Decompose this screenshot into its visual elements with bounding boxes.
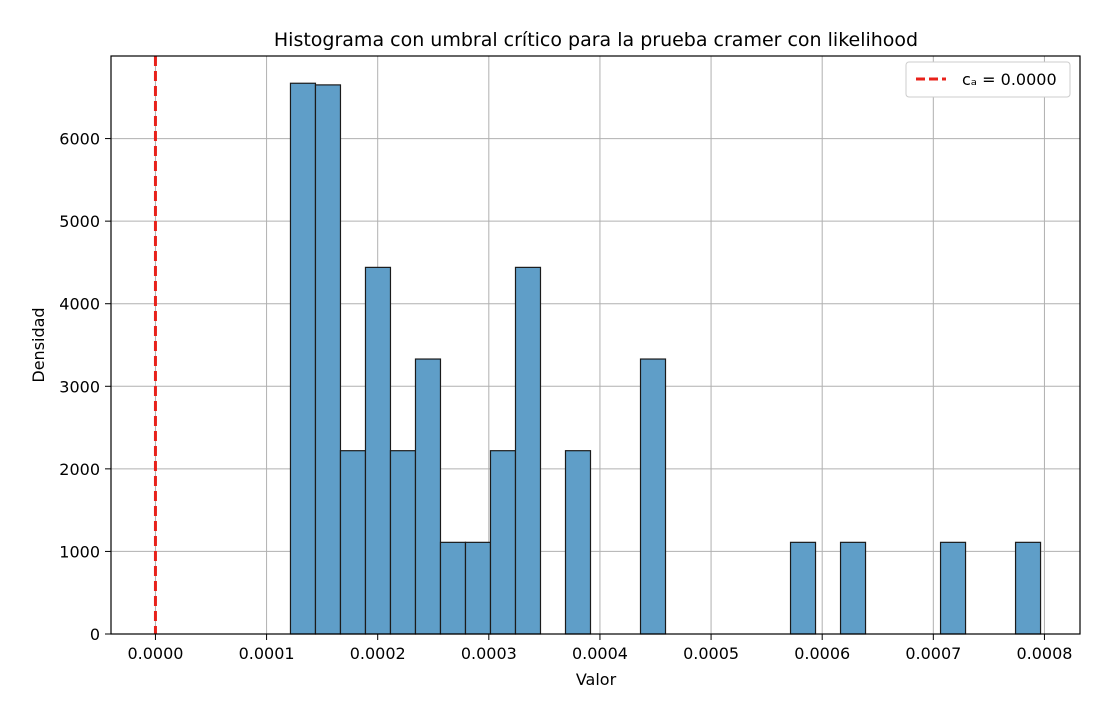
y-tick-label: 3000: [59, 377, 100, 396]
y-tick-label: 1000: [59, 542, 100, 561]
histogram-bar: [564, 450, 592, 635]
histogram-bar: [289, 82, 317, 635]
x-tick-label: 0.0002: [350, 644, 406, 663]
x-axis-label: Valor: [576, 670, 617, 689]
y-axis-label: Densidad: [29, 307, 48, 382]
histogram-bar: [514, 266, 542, 635]
histogram-bar: [439, 541, 467, 635]
x-tick-label: 0.0007: [905, 644, 961, 663]
histogram-bars: [289, 82, 1042, 635]
histogram-bar: [389, 450, 417, 635]
y-axis-ticks: 0 1000 2000 3000 4000 5000 6000: [59, 130, 111, 644]
x-axis-ticks: 0.0000 0.0001 0.0002 0.0003 0.0004 0.0005 0.00…: [127, 634, 1072, 663]
y-tick-label: 6000: [59, 130, 100, 149]
histogram-bar: [464, 541, 492, 635]
x-tick-label: 0.0005: [683, 644, 739, 663]
y-tick-label: 5000: [59, 212, 100, 231]
histogram-bar: [1014, 541, 1042, 635]
chart-title: Histograma con umbral crítico para la pr…: [274, 29, 918, 51]
legend-box: [905, 61, 1071, 98]
histogram-bar: [789, 541, 817, 635]
y-tick-label: 4000: [59, 295, 100, 314]
histogram-bar: [364, 266, 392, 635]
grid-lines: [111, 56, 1080, 635]
x-tick-label: 0.0006: [794, 644, 850, 663]
histogram-bar: [489, 450, 517, 635]
y-tick-label: 0: [90, 625, 100, 644]
x-tick-label: 0.0000: [127, 644, 183, 663]
histogram-bar: [314, 84, 342, 635]
x-tick-label: 0.0004: [572, 644, 628, 663]
histogram-bar: [639, 358, 667, 635]
y-tick-label: 2000: [59, 460, 100, 479]
x-tick-label: 0.0003: [461, 644, 517, 663]
legend-label-critical: cₐ = 0.0000: [962, 70, 1057, 89]
plot-frame: [110, 55, 1081, 635]
histogram-bar: [339, 450, 367, 635]
histogram-bar: [839, 541, 867, 635]
x-tick-label: 0.0008: [1016, 644, 1072, 663]
legend: cₐ = 0.0000: [905, 61, 1071, 98]
histogram-bar: [414, 358, 442, 635]
x-tick-label: 0.0001: [239, 644, 295, 663]
histogram-bar: [939, 541, 967, 635]
